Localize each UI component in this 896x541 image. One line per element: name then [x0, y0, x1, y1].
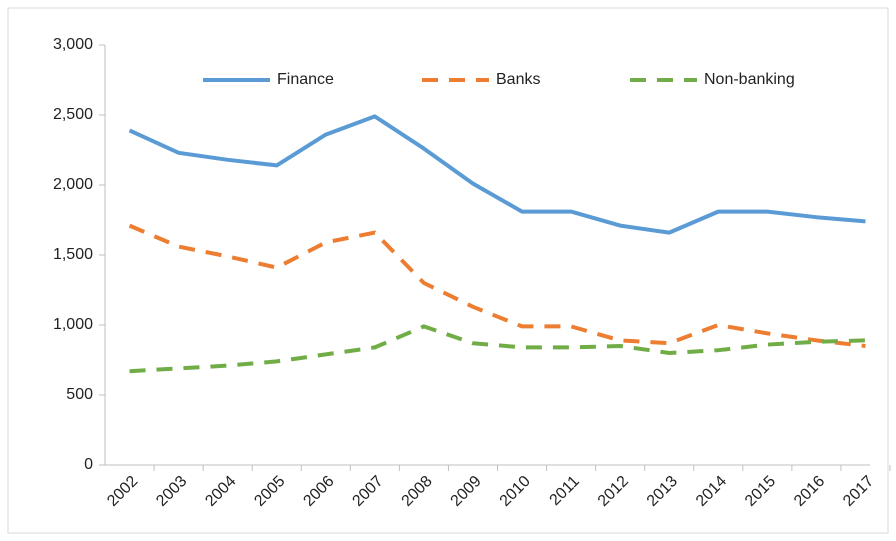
y-tick-label: 2,500	[53, 106, 93, 123]
legend-label: Finance	[277, 71, 334, 88]
y-tick-label: 1,000	[53, 316, 93, 333]
line-series	[128, 223, 866, 348]
y-tick-label: 2,000	[53, 176, 93, 193]
chart-border	[7, 7, 889, 534]
y-tick-label: 500	[66, 386, 93, 403]
legend-label: Non-banking	[704, 71, 795, 88]
y-tick-label: 1,500	[53, 246, 93, 263]
line-series	[128, 114, 866, 235]
legend-label: Banks	[496, 71, 540, 88]
line-series	[129, 324, 866, 374]
y-tick-label: 0	[84, 456, 93, 473]
y-tick-label: 3,000	[53, 36, 93, 53]
